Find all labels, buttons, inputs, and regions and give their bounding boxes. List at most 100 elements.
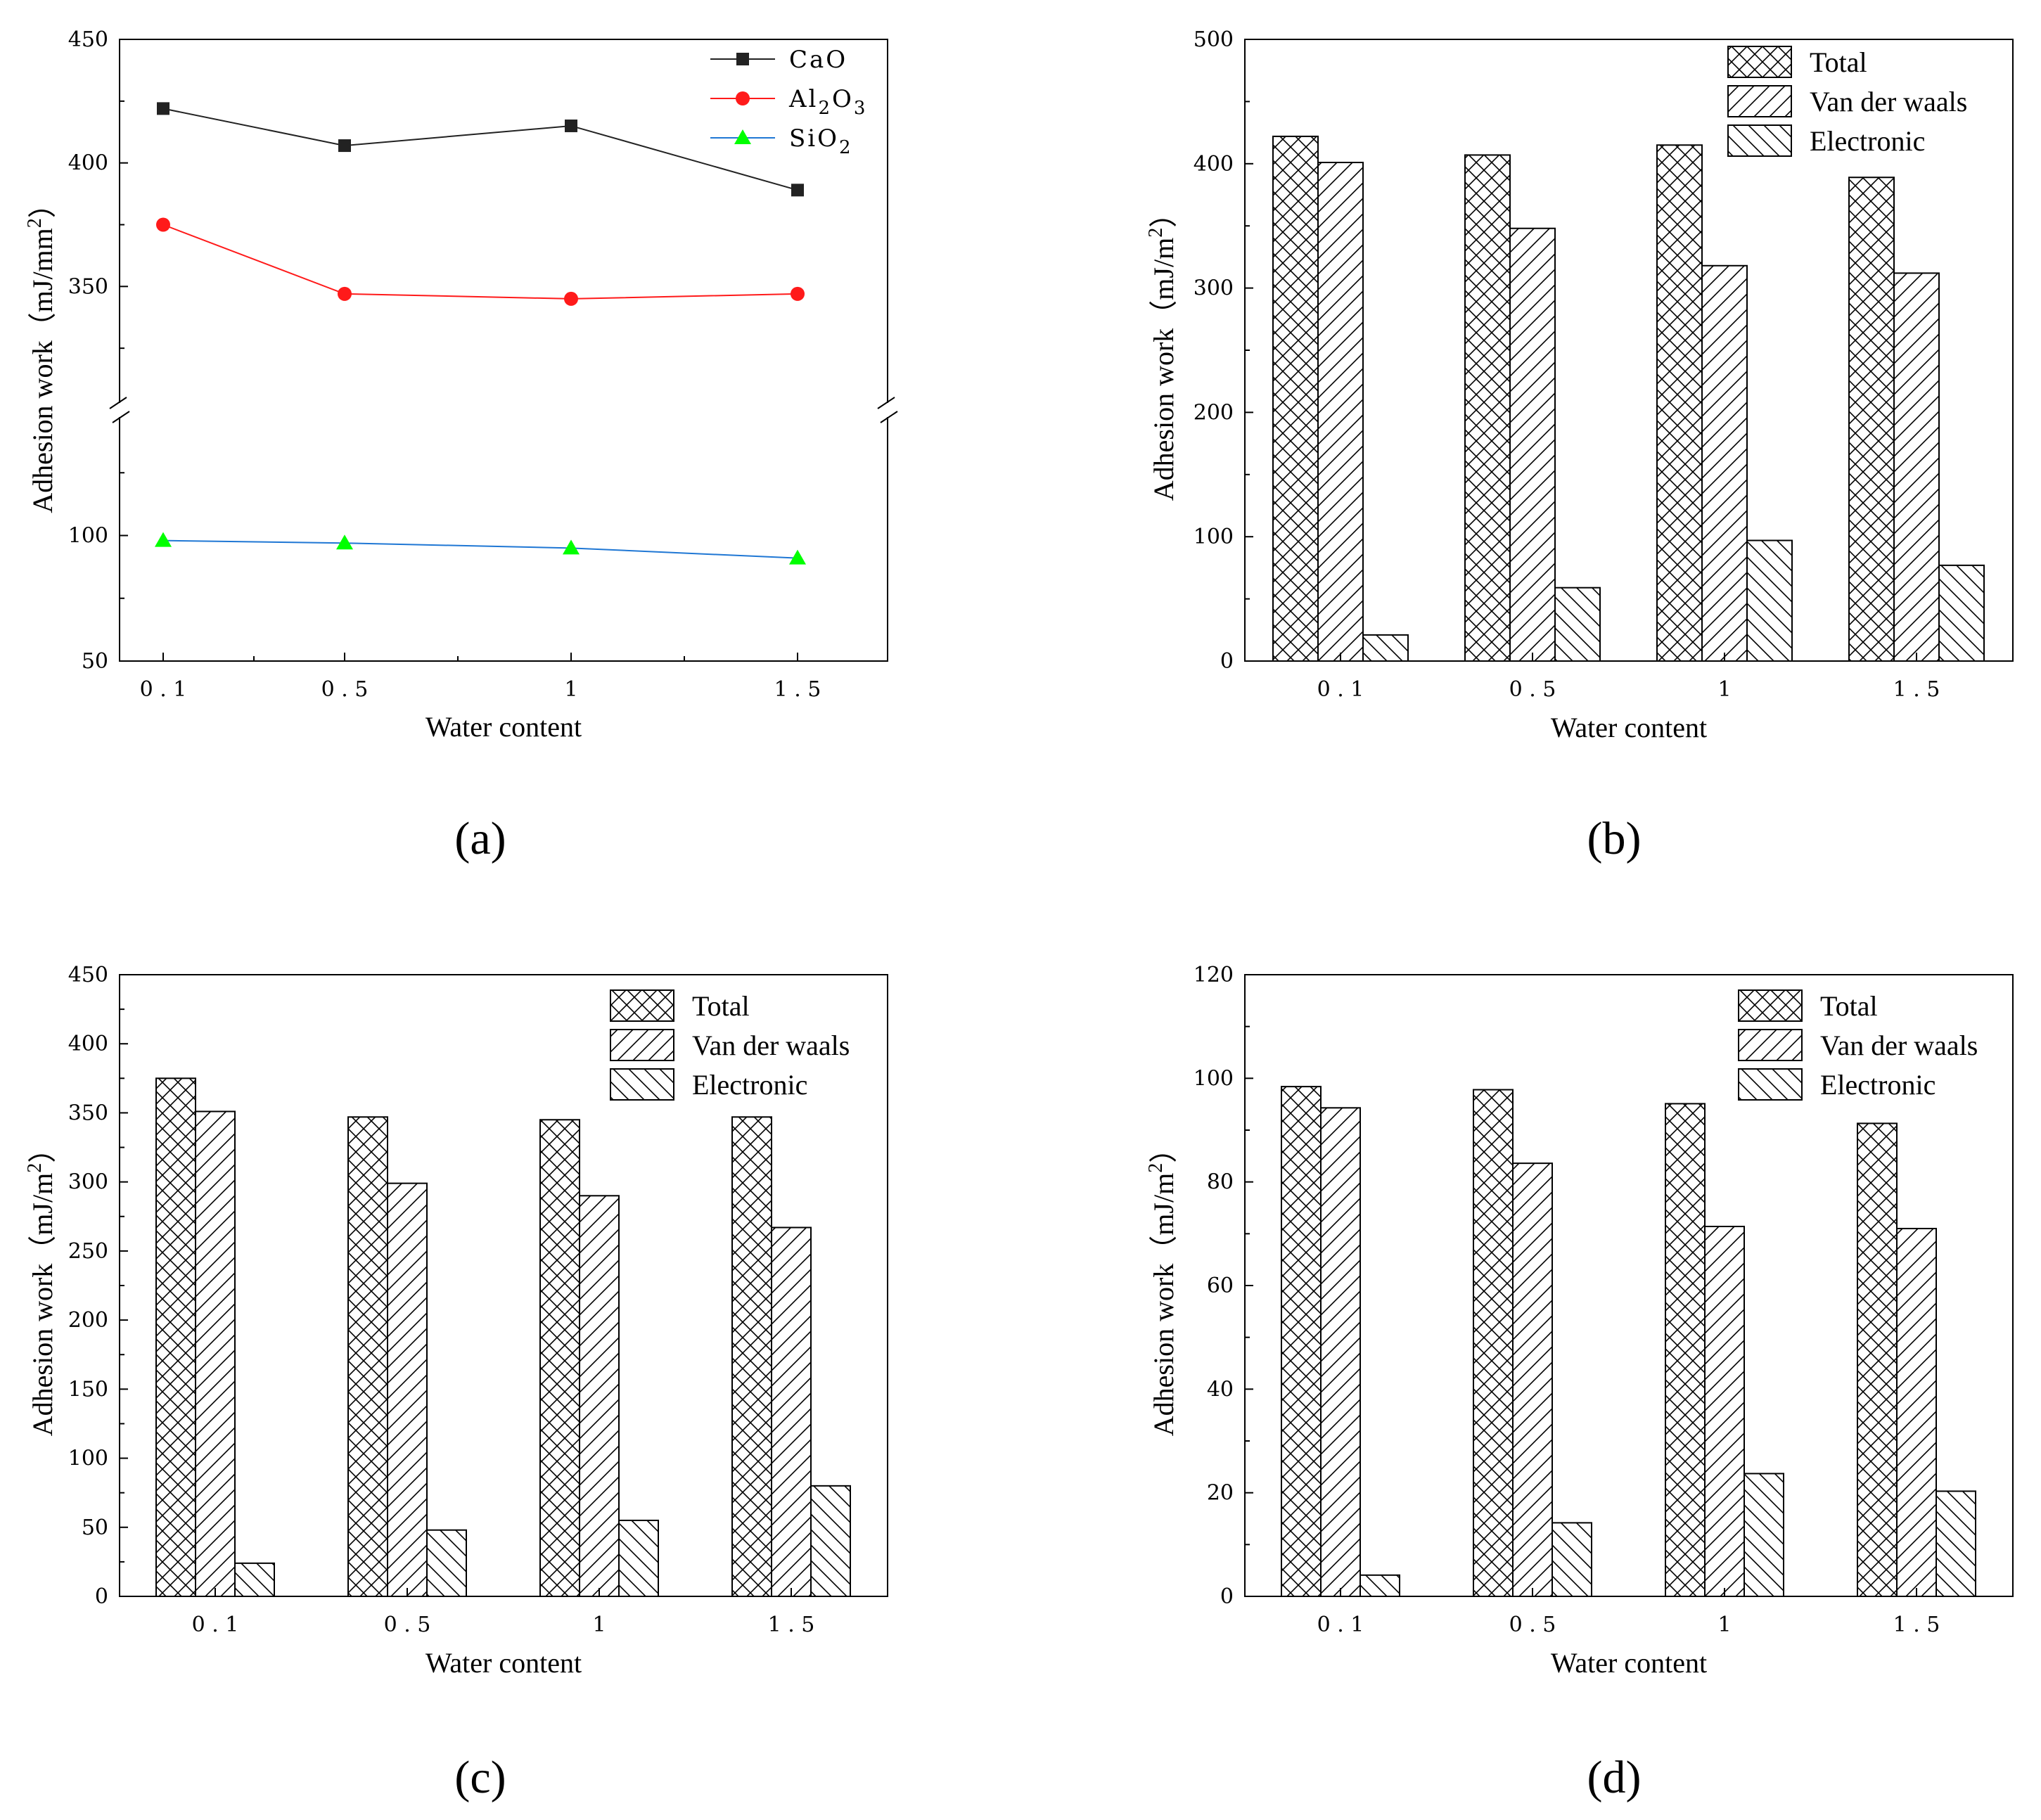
bar-total	[731, 1116, 772, 1597]
bar-van-der-waals	[195, 1110, 236, 1598]
data-point-Al2O3	[156, 217, 170, 232]
x-axis-title: Water content	[1551, 712, 1707, 743]
y-axis-title: Adhesion work（mJ/m2）	[24, 1135, 58, 1436]
bar-van-der-waals	[1320, 1107, 1361, 1598]
legend-marker-Al2O3	[736, 91, 750, 105]
y-tick-label: 0	[95, 1584, 108, 1609]
bar-total	[1281, 1086, 1322, 1597]
y-tick-label: 350	[68, 274, 108, 299]
legend-label-Al2O3: Al2​O3​	[788, 85, 867, 119]
legend-label-total: Total	[692, 990, 750, 1022]
x-tick-label: 0 . 5	[1509, 677, 1556, 702]
bar-total	[1464, 154, 1511, 662]
series-line-CaO	[162, 108, 798, 191]
bar-van-der-waals	[1317, 162, 1364, 662]
x-tick-label: 0 . 5	[321, 677, 369, 702]
bar-total	[1665, 1103, 1706, 1597]
data-point-SiO2	[563, 539, 580, 555]
y-axis-title-part: Adhesion work（mJ/m	[27, 1173, 58, 1436]
data-point-SiO2	[155, 532, 172, 547]
legend-label-total: Total	[1820, 990, 1878, 1022]
y-axis-title-part: Adhesion work（mJ/m	[1148, 238, 1179, 501]
bar-total	[1656, 144, 1703, 662]
panel-label-c: (c)	[454, 1752, 506, 1803]
y-axis-title-part: ）	[1148, 1135, 1179, 1163]
legend-swatch-van-der-waals	[610, 1029, 674, 1061]
bar-van-der-waals	[1896, 1227, 1937, 1597]
bar-electronic	[1551, 1522, 1592, 1597]
axis-break-mark	[109, 397, 127, 409]
bar-electronic	[1938, 564, 1985, 662]
y-tick-label: 50	[82, 649, 108, 674]
axis-break-gap-right	[879, 403, 896, 417]
bar-electronic	[810, 1485, 851, 1597]
chart-panel-a: 50 100 350 400 450 0 . 1 0 . 5 1 1 . 5 Water cont…	[24, 27, 898, 743]
bar-total	[1848, 177, 1895, 662]
y-tick-label: 0	[1220, 1584, 1234, 1609]
bar-electronic	[1359, 1574, 1400, 1598]
y-tick-label: 100	[68, 1447, 108, 1471]
y-tick-label: 80	[1207, 1170, 1234, 1195]
chart-panel-b: 0 100 200 300 400 500 0 . 1 0 . 5 1 1 . 5 Water co…	[1145, 27, 2014, 743]
data-point-Al2O3	[791, 286, 805, 301]
y-axis-title-sup: 2	[24, 1163, 46, 1173]
y-tick-label: 50	[82, 1515, 108, 1540]
y-tick-label: 100	[1194, 525, 1234, 549]
x-axis-title: Water content	[426, 711, 582, 743]
panel-label-b: (b)	[1587, 813, 1642, 864]
bar-total	[1857, 1122, 1898, 1597]
bar-electronic	[1936, 1490, 1976, 1597]
y-axis-title-sup: 2	[24, 218, 46, 228]
y-tick-label: 400	[1194, 152, 1234, 177]
bar-total	[1473, 1089, 1514, 1598]
panel-label-d: (d)	[1587, 1752, 1642, 1803]
legend-label-van-der-waals: Van der waals	[692, 1030, 850, 1061]
y-axis-title-sup: 2	[1145, 1163, 1167, 1173]
y-axis-title-sup: 2	[1145, 228, 1167, 238]
y-axis-title: Adhesion work（mJ/m2）	[1145, 200, 1179, 501]
axis-break-gap-left	[111, 403, 128, 417]
x-tick-label: 0 . 1	[1317, 1613, 1364, 1637]
bar-van-der-waals	[1512, 1162, 1553, 1597]
y-tick-label: 450	[68, 27, 108, 52]
x-tick-label: 1	[564, 677, 577, 702]
y-tick-label: 0	[1220, 649, 1234, 674]
series-line-Al2O3	[162, 224, 798, 300]
bar-van-der-waals	[579, 1195, 620, 1597]
legend-swatch-van-der-waals	[1727, 85, 1792, 117]
bar-electronic	[1554, 587, 1601, 662]
x-tick-label: 0 . 5	[384, 1613, 431, 1637]
x-tick-label: 1	[592, 1613, 606, 1637]
bar-van-der-waals	[1701, 264, 1748, 662]
chart-panel-d: 0 20 40 60 80 100 120 0 . 1 0 . 5 1 1 . 5 Water con…	[1145, 963, 2014, 1679]
legend-marker-CaO	[736, 53, 749, 65]
bar-electronic	[618, 1519, 659, 1598]
x-tick-label: 1 . 5	[768, 1613, 815, 1637]
axis-break-mark	[880, 411, 898, 423]
bar-total	[1272, 135, 1319, 662]
legend-swatch-electronic	[610, 1068, 674, 1101]
y-tick-label: 100	[1194, 1066, 1234, 1091]
x-axis-title: Water content	[1551, 1647, 1707, 1679]
data-point-SiO2	[789, 549, 806, 565]
legend-label-total: Total	[1810, 46, 1867, 78]
series-line-SiO2	[162, 539, 798, 559]
axis-break-mark	[877, 397, 895, 409]
y-tick-label: 200	[68, 1308, 108, 1333]
y-axis-title: Adhesion work（mJ/mm2）	[24, 190, 58, 513]
bar-total	[155, 1077, 196, 1598]
y-axis-title-part: ）	[27, 1135, 58, 1163]
x-tick-label: 0 . 1	[140, 677, 187, 702]
bar-electronic	[234, 1562, 275, 1597]
y-tick-label: 150	[68, 1377, 108, 1402]
axis-break-mark	[112, 411, 130, 423]
legend-label-SiO2-part: SiO	[789, 124, 839, 153]
y-tick-label: 300	[68, 1170, 108, 1195]
bar-van-der-waals	[1704, 1226, 1745, 1597]
data-point-CaO	[157, 102, 169, 115]
y-axis-title-part: ）	[27, 190, 58, 218]
bar-van-der-waals	[771, 1226, 812, 1597]
legend-label-CaO-part: CaO	[789, 46, 847, 74]
bar-van-der-waals	[1893, 272, 1940, 662]
bar-electronic	[1746, 539, 1793, 662]
